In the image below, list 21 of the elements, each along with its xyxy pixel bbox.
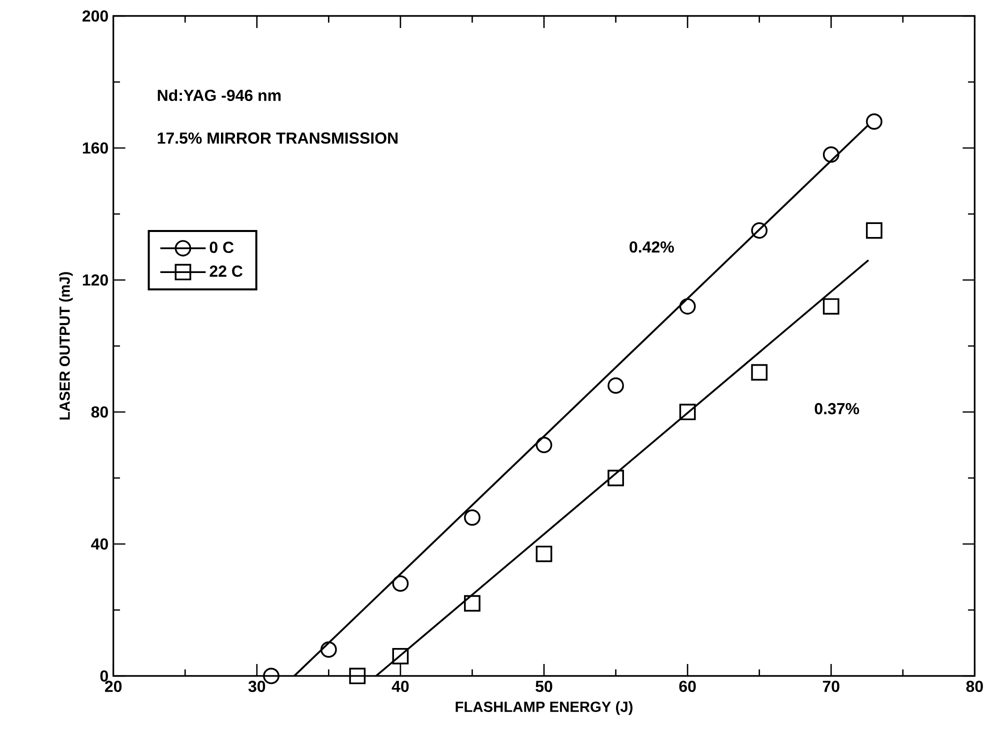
legend-label: 0 C — [210, 242, 234, 253]
annotation: 0.37% — [814, 403, 860, 414]
x-tick-label: 20 — [105, 680, 122, 692]
x-tick-label: 50 — [536, 680, 552, 692]
x-tick-label: 70 — [822, 680, 840, 692]
legend-label: 22 C — [210, 266, 243, 277]
x-tick-label: 30 — [248, 680, 266, 692]
x-axis-title: FLASHLAMP ENERGY (J) — [456, 701, 632, 715]
y-tick-label: 0 — [100, 670, 108, 682]
y-axis-title: LASER OUTPUT (mJ) — [59, 272, 73, 420]
y-tick-label: 160 — [82, 142, 108, 154]
y-tick-label: 200 — [82, 10, 108, 22]
annotation: 0.42% — [630, 241, 674, 253]
y-tick-label: 120 — [82, 274, 108, 286]
y-tick-label: 80 — [91, 406, 108, 418]
y-tick-label: 40 — [91, 538, 108, 550]
x-tick-label: 40 — [392, 680, 409, 692]
annotation: 17.5% MIRROR TRANSMISSION — [158, 132, 398, 144]
x-tick-label: 80 — [966, 680, 983, 692]
x-tick-label: 60 — [679, 680, 696, 692]
annotation: Nd:YAG -946 nm — [158, 89, 281, 102]
